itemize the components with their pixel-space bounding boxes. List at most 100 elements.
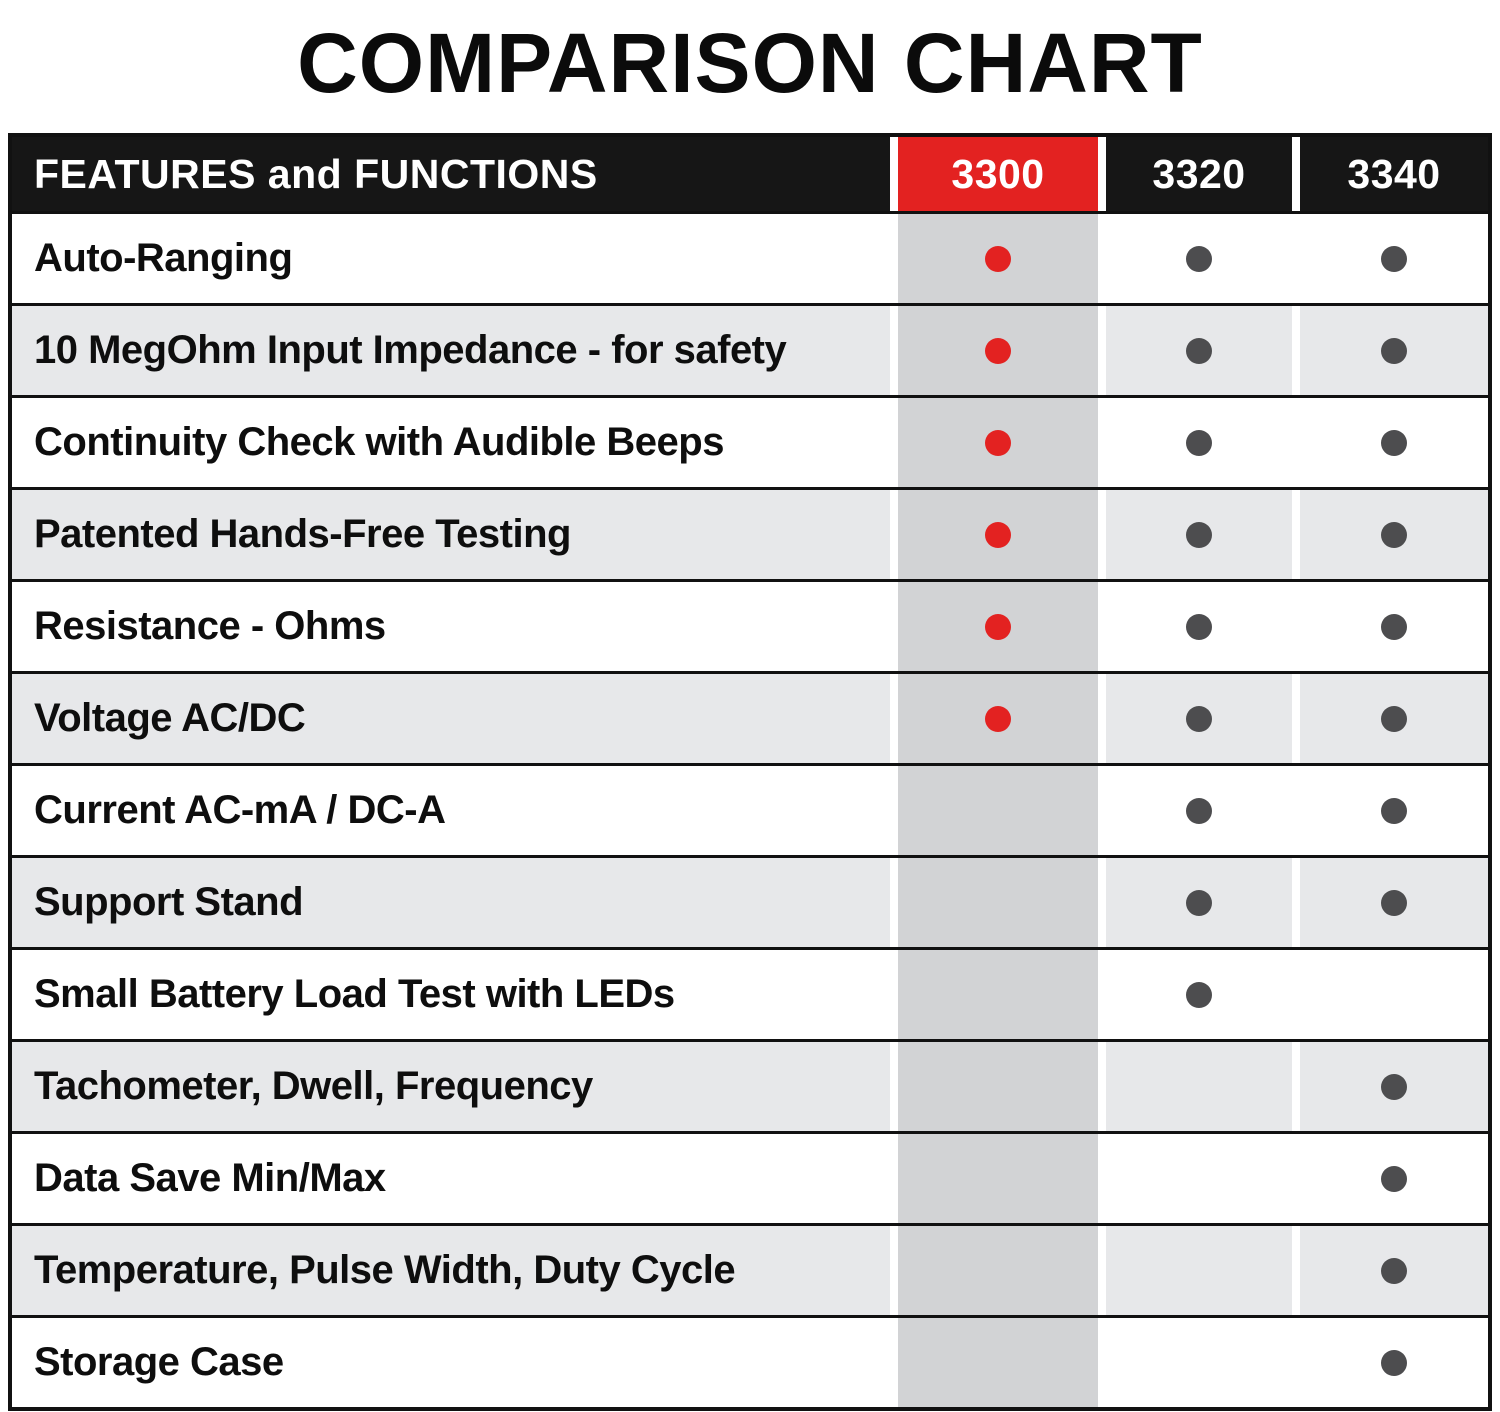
feature-dot-icon [1186,613,1212,640]
model-column-header-3320: 3320 [1106,137,1292,211]
feature-dot-icon [1186,521,1212,548]
page-title: COMPARISON CHART [297,16,1203,110]
table-row: Support Stand [12,855,1488,947]
model-column-header-3300: 3300 [898,137,1098,211]
value-cell-3300 [898,950,1098,1039]
feature-dot-icon [1186,337,1212,364]
value-cell-3320 [1106,214,1292,303]
feature-dot-red-icon [985,521,1011,548]
value-cell-3340 [1300,306,1488,395]
value-cell-3320 [1106,674,1292,763]
value-cell-3340 [1300,1134,1488,1223]
value-cell-3300 [898,858,1098,947]
value-cell-3300 [898,214,1098,303]
feature-dot-icon [1186,981,1212,1008]
value-cell-3340 [1300,1318,1488,1407]
table-row: 10 MegOhm Input Impedance - for safety [12,303,1488,395]
value-cell-3320 [1106,398,1292,487]
feature-dot-icon [1186,429,1212,456]
value-cell-3340 [1300,950,1488,1039]
feature-label: Data Save Min/Max [12,1134,890,1223]
value-cell-3340 [1300,1226,1488,1315]
table-body: Auto-Ranging 10 MegOhm Input Impedance - … [12,211,1488,1407]
table-row: Resistance - Ohms [12,579,1488,671]
feature-dot-icon [1186,705,1212,732]
feature-label: Continuity Check with Audible Beeps [12,398,890,487]
feature-dot-icon [1186,889,1212,916]
feature-label: Temperature, Pulse Width, Duty Cycle [12,1226,890,1315]
value-cell-3340 [1300,398,1488,487]
value-cell-3320 [1106,306,1292,395]
value-cell-3340 [1300,858,1488,947]
table-row: Patented Hands-Free Testing [12,487,1488,579]
value-cell-3300 [898,1226,1098,1315]
feature-dot-icon [1381,521,1407,548]
feature-dot-icon [1186,797,1212,824]
value-cell-3320 [1106,1134,1292,1223]
feature-dot-icon [1381,705,1407,732]
feature-label: Voltage AC/DC [12,674,890,763]
table-row: Continuity Check with Audible Beeps [12,395,1488,487]
value-cell-3320 [1106,582,1292,671]
value-cell-3320 [1106,858,1292,947]
value-cell-3320 [1106,1226,1292,1315]
table-row: Voltage AC/DC [12,671,1488,763]
value-cell-3300 [898,766,1098,855]
table-row: Storage Case [12,1315,1488,1407]
feature-dot-icon [1186,245,1212,272]
value-cell-3300 [898,1042,1098,1131]
table-row: Small Battery Load Test with LEDs [12,947,1488,1039]
value-cell-3300 [898,398,1098,487]
model-column-header-3340: 3340 [1300,137,1488,211]
feature-dot-icon [1381,889,1407,916]
feature-dot-icon [1381,1349,1407,1376]
feature-label: Current AC-mA / DC-A [12,766,890,855]
feature-dot-icon [1381,797,1407,824]
value-cell-3300 [898,306,1098,395]
value-cell-3320 [1106,1042,1292,1131]
value-cell-3340 [1300,582,1488,671]
value-cell-3300 [898,1318,1098,1407]
feature-dot-red-icon [985,705,1011,732]
feature-label: Storage Case [12,1318,890,1407]
feature-dot-icon [1381,429,1407,456]
feature-dot-red-icon [985,337,1011,364]
value-cell-3340 [1300,1042,1488,1131]
value-cell-3320 [1106,490,1292,579]
feature-dot-icon [1381,245,1407,272]
feature-dot-icon [1381,337,1407,364]
feature-dot-red-icon [985,245,1011,272]
value-cell-3340 [1300,674,1488,763]
feature-dot-icon [1381,1073,1407,1100]
features-column-header: FEATURES and FUNCTIONS [12,137,890,211]
feature-dot-red-icon [985,613,1011,640]
feature-label: Auto-Ranging [12,214,890,303]
feature-label: Resistance - Ohms [12,582,890,671]
feature-label: Tachometer, Dwell, Frequency [12,1042,890,1131]
feature-dot-red-icon [985,429,1011,456]
feature-label: Patented Hands-Free Testing [12,490,890,579]
table-row: Auto-Ranging [12,211,1488,303]
feature-dot-icon [1381,1257,1407,1284]
value-cell-3300 [898,490,1098,579]
value-cell-3320 [1106,766,1292,855]
value-cell-3340 [1300,490,1488,579]
feature-label: 10 MegOhm Input Impedance - for safety [12,306,890,395]
value-cell-3320 [1106,1318,1292,1407]
table-row: Data Save Min/Max [12,1131,1488,1223]
table-row: Current AC-mA / DC-A [12,763,1488,855]
table-row: Temperature, Pulse Width, Duty Cycle [12,1223,1488,1315]
feature-label: Support Stand [12,858,890,947]
comparison-table: FEATURES and FUNCTIONS 3300 3320 3340 Au… [8,133,1492,1411]
table-header-row: FEATURES and FUNCTIONS 3300 3320 3340 [12,137,1488,211]
feature-dot-icon [1381,613,1407,640]
feature-label: Small Battery Load Test with LEDs [12,950,890,1039]
value-cell-3320 [1106,950,1292,1039]
value-cell-3300 [898,582,1098,671]
table-row: Tachometer, Dwell, Frequency [12,1039,1488,1131]
feature-dot-icon [1381,1165,1407,1192]
value-cell-3300 [898,1134,1098,1223]
value-cell-3340 [1300,214,1488,303]
value-cell-3340 [1300,766,1488,855]
value-cell-3300 [898,674,1098,763]
